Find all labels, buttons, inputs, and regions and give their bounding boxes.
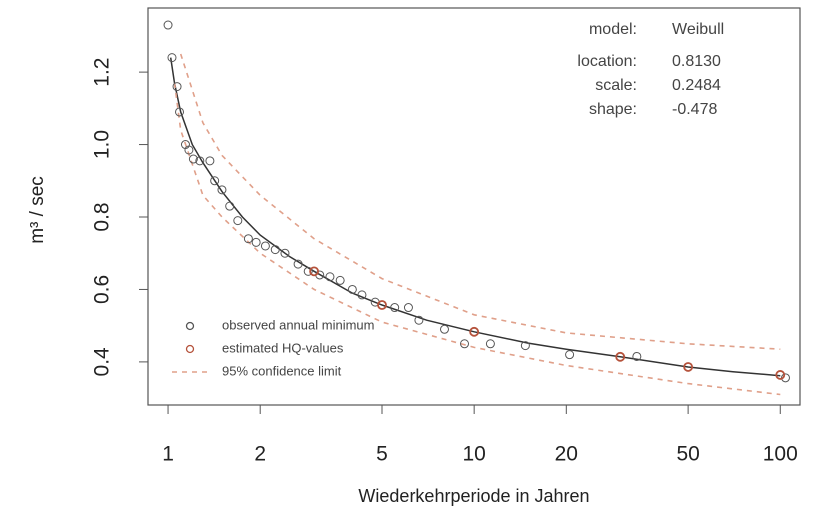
data-point — [377, 300, 387, 310]
stat-label: model: — [589, 21, 637, 38]
data-point — [163, 20, 173, 30]
data-point — [520, 341, 530, 351]
data-point — [280, 248, 290, 258]
data-point — [565, 350, 575, 360]
data-point — [233, 216, 243, 226]
data-point — [210, 176, 220, 186]
x-tick-label: 1 — [162, 443, 174, 466]
y-tick-label: 0.4 — [91, 347, 114, 377]
data-point — [309, 266, 320, 277]
data-point — [347, 284, 357, 294]
data-point — [632, 351, 642, 361]
data-point — [335, 275, 345, 285]
data-point — [172, 82, 182, 92]
data-point — [303, 266, 313, 276]
x-tick-label: 20 — [555, 443, 578, 466]
data-point — [390, 303, 400, 313]
data-point — [205, 156, 215, 166]
data-point — [225, 201, 235, 211]
legend-label: 95% confidence limit — [222, 363, 342, 378]
data-point — [293, 259, 303, 269]
data-point — [780, 373, 790, 383]
data-point — [439, 324, 449, 334]
data-point — [270, 245, 280, 255]
x-tick-label: 50 — [676, 443, 699, 466]
x-axis-title: Wiederkehrperiode in Jahren — [358, 486, 589, 506]
stat-label: location: — [577, 53, 637, 70]
x-tick-label: 5 — [376, 443, 388, 466]
confidence-line — [173, 82, 781, 396]
legend-label: observed annual minimum — [222, 317, 374, 332]
data-point — [485, 339, 495, 349]
x-tick-label: 2 — [254, 443, 266, 466]
y-axis-title: m³ / sec — [27, 176, 48, 244]
y-tick-label: 1.0 — [91, 130, 114, 159]
confidence-line — [179, 53, 781, 350]
stat-value: -0.478 — [672, 101, 717, 118]
y-tick-label: 1.2 — [91, 58, 114, 87]
data-point — [683, 362, 694, 372]
legend-label: estimated HQ-values — [222, 340, 344, 355]
data-point — [175, 107, 185, 117]
legend-symbol — [185, 344, 195, 354]
stat-value: 0.2484 — [672, 77, 721, 94]
stat-label: shape: — [589, 101, 637, 118]
data-point — [260, 241, 270, 251]
data-point — [217, 185, 227, 195]
data-point — [414, 315, 424, 325]
data-point — [357, 290, 367, 300]
data-point — [775, 370, 786, 380]
data-point — [184, 145, 194, 155]
data-point — [243, 234, 253, 244]
data-point — [469, 326, 480, 337]
data-point — [403, 303, 413, 313]
y-tick-label: 0.8 — [91, 202, 114, 231]
data-point — [615, 351, 626, 362]
stat-label: scale: — [595, 77, 637, 94]
data-point — [167, 53, 177, 63]
legend-symbol — [185, 321, 195, 331]
data-point — [195, 156, 205, 166]
fit-line — [169, 57, 781, 377]
stat-value: 0.8130 — [672, 53, 721, 70]
x-tick-label: 10 — [462, 443, 485, 466]
data-point — [251, 237, 261, 247]
stat-value: Weibull — [672, 21, 724, 38]
x-tick-label: 100 — [763, 443, 798, 466]
data-point — [325, 272, 335, 282]
y-tick-label: 0.6 — [91, 275, 114, 304]
data-point — [460, 339, 470, 349]
data-point — [188, 154, 198, 164]
